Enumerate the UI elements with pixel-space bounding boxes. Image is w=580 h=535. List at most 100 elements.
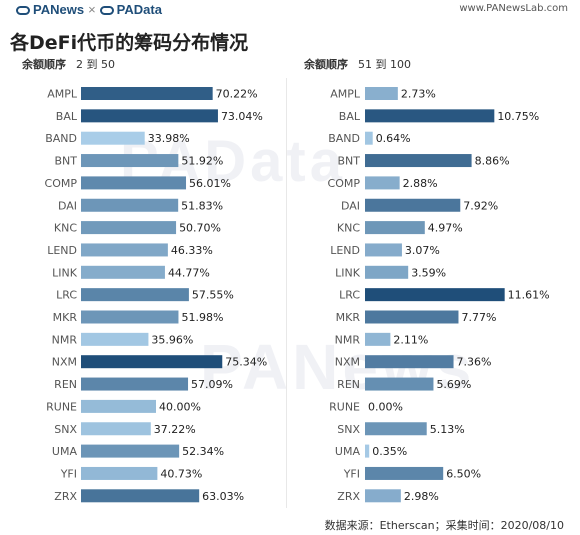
left-bar <box>81 131 145 145</box>
left-value-label: 40.00% <box>159 400 201 413</box>
left-bar <box>81 288 189 302</box>
right-category-label: RUNE <box>329 400 360 413</box>
right-value-label: 2.73% <box>401 88 436 101</box>
left-category-label: KNC <box>54 222 77 235</box>
right-value-label: 3.59% <box>411 266 446 279</box>
left-category-label: REN <box>54 378 77 391</box>
right-panel-subtitle: 余额顺序 51 到 100 <box>304 56 411 72</box>
right-category-label: DAI <box>341 199 360 212</box>
right-value-label: 3.07% <box>405 244 440 257</box>
left-panel-key-label: 余额顺序 <box>22 58 66 71</box>
right-category-label: REN <box>337 378 360 391</box>
right-category-label: NMR <box>335 333 361 346</box>
left-value-label: 37.22% <box>154 423 196 436</box>
left-value-label: 51.92% <box>181 155 223 168</box>
right-category-label: COMP <box>328 177 361 190</box>
left-category-label: RUNE <box>46 400 77 413</box>
right-bar <box>365 466 444 480</box>
right-bar <box>365 131 373 145</box>
right-value-label: 2.11% <box>393 333 428 346</box>
right-value-label: 4.97% <box>428 222 463 235</box>
right-bar <box>365 243 402 257</box>
left-category-label: BNT <box>55 155 78 168</box>
right-value-label: 8.86% <box>475 155 510 168</box>
left-panel-range-label: 2 到 50 <box>76 58 115 71</box>
panews-logo-icon <box>16 6 30 15</box>
right-value-label: 7.92% <box>463 199 498 212</box>
left-bar <box>81 422 151 436</box>
left-bar <box>81 444 180 458</box>
right-bar <box>365 332 391 346</box>
left-bar <box>81 221 177 235</box>
left-value-label: 73.04% <box>221 110 263 123</box>
left-category-label: LINK <box>52 266 78 279</box>
right-value-label: 7.36% <box>457 356 492 369</box>
right-category-label: YFI <box>343 467 360 480</box>
left-category-label: BAND <box>45 132 77 145</box>
left-category-label: UMA <box>52 445 78 458</box>
left-bar <box>81 265 165 279</box>
right-category-label: MKR <box>336 311 361 324</box>
right-value-label: 0.35% <box>372 445 407 458</box>
left-bar <box>81 176 187 190</box>
left-bar <box>81 109 218 123</box>
brand-left: PANews <box>33 2 85 17</box>
left-bar <box>81 355 223 369</box>
left-bar <box>81 87 213 100</box>
right-bar <box>365 444 370 458</box>
right-category-label: BNT <box>338 155 361 168</box>
left-bar <box>81 489 200 503</box>
right-value-label: 5.13% <box>430 423 465 436</box>
footer-source: 数据来源：Etherscan；采集时间：2020/08/10 <box>324 519 564 532</box>
left-category-label: NMR <box>52 333 78 346</box>
left-panel-subtitle: 余额顺序 2 到 50 <box>22 56 115 72</box>
left-category-label: NXM <box>52 356 77 369</box>
left-value-label: 51.83% <box>181 199 223 212</box>
left-category-label: BAL <box>56 110 78 123</box>
left-value-label: 50.70% <box>179 222 221 235</box>
right-value-label: 0.00% <box>368 400 403 413</box>
left-bar <box>81 332 149 346</box>
brand-right: PAData <box>116 2 162 17</box>
right-bar <box>365 198 461 212</box>
header: PANews × PAData www.PANewsLab.com <box>0 0 580 20</box>
left-bar <box>81 466 158 480</box>
left-bar <box>81 399 156 413</box>
left-value-label: 63.03% <box>202 490 244 503</box>
left-bar-chart: AMPL 70.22% BAL 73.04% BAND 33.98% BNT 51.92% CO… <box>45 87 267 503</box>
right-bar <box>365 154 472 168</box>
left-category-label: MKR <box>53 311 78 324</box>
right-category-label: BAL <box>339 110 361 123</box>
right-value-label: 5.69% <box>436 378 471 391</box>
right-bar <box>365 310 459 324</box>
right-bar <box>365 489 401 503</box>
right-bar <box>365 288 505 302</box>
brand-separator: × <box>88 2 96 17</box>
left-category-label: SNX <box>54 423 77 436</box>
right-bar <box>365 265 409 279</box>
left-category-label: YFI <box>60 467 77 480</box>
padata-logo-icon <box>99 6 114 15</box>
left-value-label: 52.34% <box>182 445 224 458</box>
left-bar <box>81 377 189 391</box>
site-url[interactable]: www.PANewsLab.com <box>459 3 568 14</box>
left-value-label: 46.33% <box>171 244 213 257</box>
right-category-label: BAND <box>328 132 360 145</box>
right-category-label: KNC <box>337 222 360 235</box>
left-bar <box>81 310 179 324</box>
left-value-label: 57.09% <box>191 378 233 391</box>
right-category-label: ZRX <box>337 490 360 503</box>
left-category-label: LRC <box>56 289 77 302</box>
right-value-label: 11.61% <box>508 289 550 302</box>
brand-logo: PANews × PAData <box>16 2 162 17</box>
left-value-label: 33.98% <box>148 132 190 145</box>
left-value-label: 35.96% <box>151 333 193 346</box>
right-category-label: SNX <box>337 423 360 436</box>
right-category-label: UMA <box>335 445 361 458</box>
left-category-label: DAI <box>58 199 77 212</box>
left-category-label: LEND <box>47 244 77 257</box>
right-value-label: 2.88% <box>403 177 438 190</box>
right-category-label: LINK <box>335 266 361 279</box>
right-bar <box>365 355 454 369</box>
